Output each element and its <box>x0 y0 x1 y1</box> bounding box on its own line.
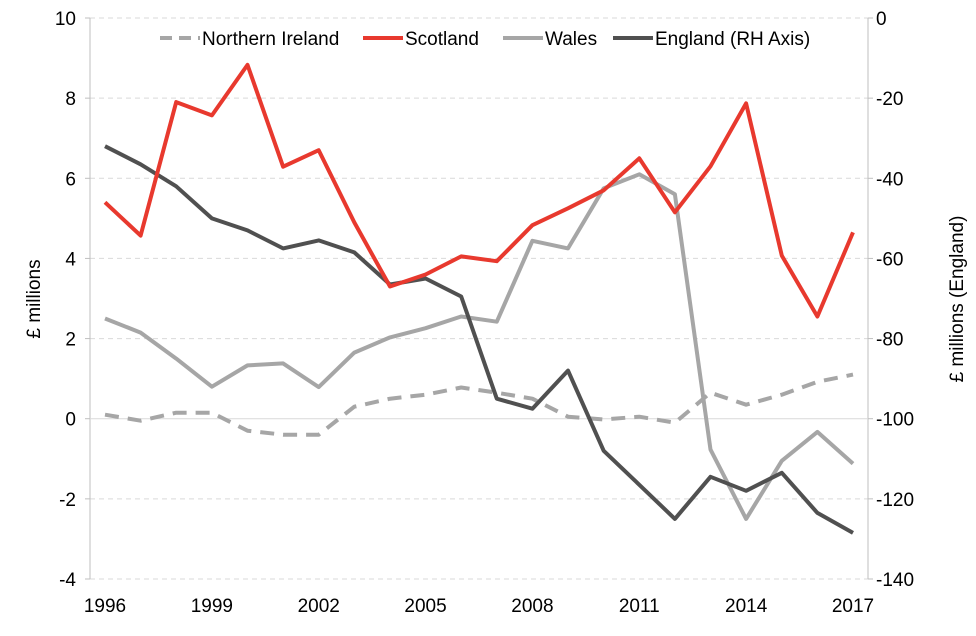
series-line-northern-ireland <box>104 372 854 437</box>
x-tick-label: 2014 <box>725 596 768 617</box>
gridlines <box>90 17 868 580</box>
legend-label: Wales <box>545 29 597 50</box>
y-tick-label: 4 <box>65 249 76 270</box>
y2-tick-label: -140 <box>876 570 914 591</box>
y2-tick-label: 0 <box>876 9 887 30</box>
y-axis-title: £ millions <box>24 259 45 338</box>
y2-tick-label: -120 <box>876 490 914 511</box>
x-tick-label: 2005 <box>404 596 446 617</box>
series-lines <box>103 62 855 535</box>
legend-label: England (RH Axis) <box>655 29 810 50</box>
series-line-england-rh-axis <box>104 144 854 535</box>
y-tick-label: 6 <box>65 169 76 190</box>
series-line-scotland <box>103 62 855 319</box>
y2-tick-label: -60 <box>876 249 903 270</box>
x-tick-label: 2002 <box>298 596 340 617</box>
y-tick-label: 8 <box>65 89 76 110</box>
axes <box>85 17 873 580</box>
tick-labels: -4-20246810-140-120-100-80-60-40-2001996… <box>55 9 914 617</box>
legend-label: Northern Ireland <box>202 29 339 50</box>
y2-tick-label: -40 <box>876 169 903 190</box>
y-tick-label: 10 <box>55 9 76 30</box>
x-tick-label: 2011 <box>619 596 660 617</box>
y-tick-label: -4 <box>59 570 76 591</box>
y2-tick-label: -100 <box>876 410 914 431</box>
x-tick-label: 2017 <box>832 596 874 617</box>
y-tick-label: 0 <box>65 410 76 431</box>
x-tick-label: 2008 <box>511 596 553 617</box>
y-tick-label: 2 <box>65 330 76 351</box>
legend: Northern Ireland Scotland Wales England (RH… <box>160 29 810 50</box>
y2-tick-label: -80 <box>876 330 903 351</box>
y2-axis-title: £ millions (England) <box>947 216 968 383</box>
legend-label: Scotland <box>405 29 479 50</box>
y-tick-label: -2 <box>59 490 76 511</box>
x-tick-label: 1996 <box>84 596 126 617</box>
y2-tick-label: -20 <box>876 89 903 110</box>
x-tick-label: 1999 <box>191 596 233 617</box>
